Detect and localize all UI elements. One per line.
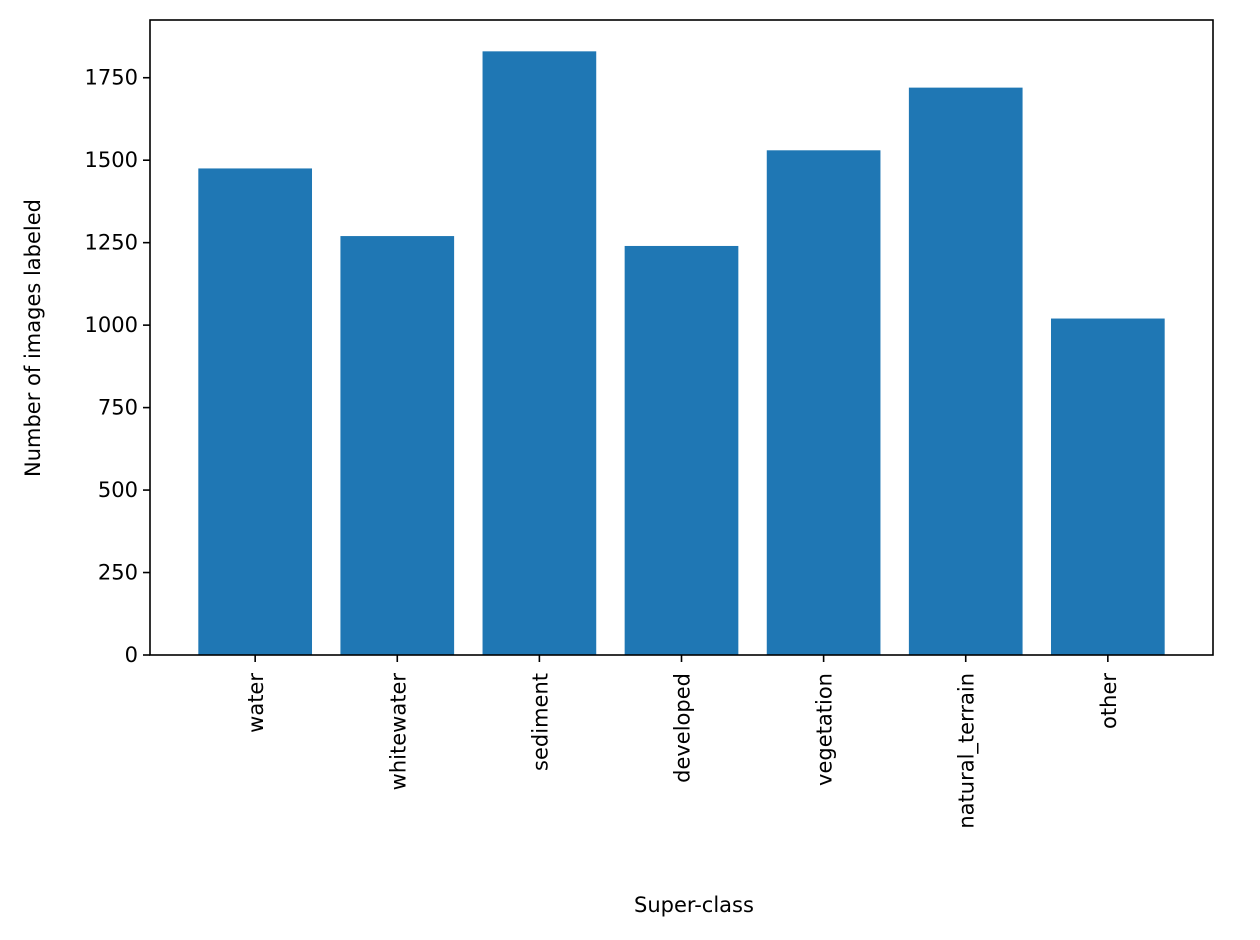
- bar-sediment: [482, 51, 597, 656]
- bars-group: [198, 51, 1165, 656]
- plot-frame: [149, 19, 1214, 656]
- x-tick-label: vegetation: [813, 673, 837, 786]
- y-tick-label: 500: [98, 478, 138, 502]
- x-tick-label: water: [244, 673, 268, 733]
- x-tick-label: natural_terrain: [955, 673, 980, 829]
- y-tick-label: 1750: [85, 66, 138, 90]
- bar-other: [1050, 318, 1165, 655]
- bar-natural_terrain: [908, 87, 1023, 656]
- x-tick-label: whitewater: [386, 673, 410, 791]
- y-tick-label: 0: [125, 643, 138, 667]
- bar-vegetation: [766, 150, 881, 655]
- y-tick-label: 1500: [85, 148, 138, 172]
- y-axis: 0 250 500 750 1000 1250 1500 1750: [85, 66, 150, 667]
- bar-developed: [624, 245, 739, 655]
- x-axis: water whitewater sediment developed vegetati…: [244, 655, 1121, 829]
- bar-whitewater: [340, 236, 455, 655]
- x-tick-label: sediment: [528, 673, 552, 771]
- y-tick-label: 250: [98, 561, 138, 585]
- x-tick-label: other: [1097, 673, 1121, 729]
- y-tick-label: 1000: [85, 313, 138, 337]
- x-tick-label: developed: [671, 673, 695, 783]
- y-tick-label: 1250: [85, 231, 138, 255]
- bar-water: [198, 168, 313, 655]
- y-axis-title: Number of images labeled: [21, 199, 45, 477]
- y-tick-label: 750: [98, 396, 138, 420]
- x-axis-title: Super-class: [634, 893, 754, 917]
